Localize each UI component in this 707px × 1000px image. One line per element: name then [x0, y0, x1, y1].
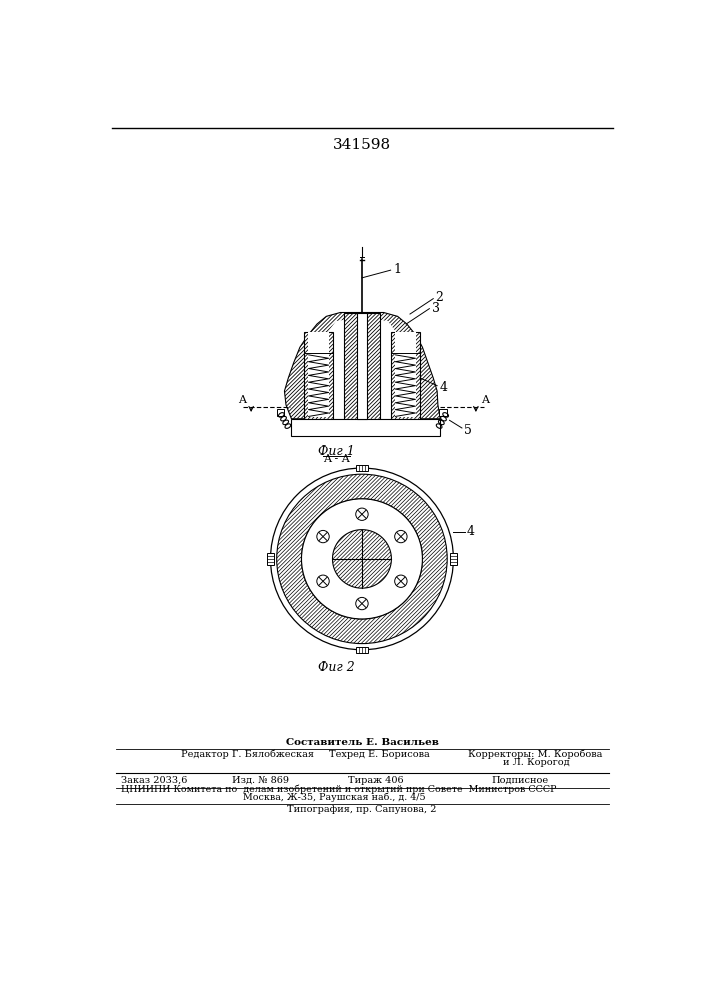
Bar [450, 553, 457, 565]
Polygon shape [284, 312, 440, 419]
Text: Фиг 2: Фиг 2 [318, 661, 355, 674]
Text: Редактор Г. Бялобжеская: Редактор Г. Бялобжеская [182, 750, 315, 759]
Circle shape [356, 508, 368, 520]
Text: A: A [481, 395, 489, 405]
Text: A: A [238, 395, 246, 405]
Polygon shape [304, 332, 333, 419]
Bar [308, 332, 329, 417]
Text: Типография, пр. Сапунова, 2: Типография, пр. Сапунова, 2 [287, 805, 437, 814]
Text: Тираж 406: Тираж 406 [348, 776, 404, 785]
Circle shape [317, 530, 329, 543]
Bar [276, 409, 284, 416]
Bar [356, 647, 368, 653]
Circle shape [356, 597, 368, 610]
Polygon shape [312, 318, 412, 419]
Circle shape [271, 468, 453, 650]
Bar [356, 465, 368, 471]
Text: и Л. Корогод: и Л. Корогод [503, 758, 570, 767]
Text: Заказ 2033,6: Заказ 2033,6 [121, 776, 187, 785]
Text: 4: 4 [440, 381, 448, 394]
Text: Подписное: Подписное [491, 776, 549, 785]
Bar [440, 409, 448, 416]
Text: Корректоры: М. Коробова: Корректоры: М. Коробова [468, 750, 602, 759]
Text: 1: 1 [394, 263, 402, 276]
Text: Техред Е. Борисова: Техред Е. Борисова [329, 750, 429, 759]
Text: Фиг 1: Фиг 1 [318, 445, 355, 458]
Text: 5: 5 [464, 424, 472, 437]
Text: Составитель Е. Васильев: Составитель Е. Васильев [286, 738, 438, 747]
Polygon shape [276, 474, 448, 644]
Bar [357, 312, 367, 419]
Bar [395, 332, 416, 417]
Text: 341598: 341598 [333, 138, 391, 152]
Text: A - A: A - A [323, 454, 350, 464]
Text: 3: 3 [432, 302, 440, 315]
Text: 4: 4 [467, 525, 474, 538]
Polygon shape [391, 332, 420, 419]
Bar [267, 553, 274, 565]
Text: Москва, Ж-35, Раушская наб., д. 4/5: Москва, Ж-35, Раушская наб., д. 4/5 [243, 792, 426, 802]
Polygon shape [332, 530, 392, 588]
Text: Изд. № 869: Изд. № 869 [232, 776, 288, 785]
Bar [291, 419, 440, 436]
Circle shape [301, 499, 422, 619]
Text: 2: 2 [436, 291, 443, 304]
Polygon shape [344, 312, 380, 419]
Circle shape [395, 575, 407, 587]
Circle shape [317, 575, 329, 587]
Text: ЦНИИПИ Комитета по  делам изобретений и открытий при Совете  Министров СССР: ЦНИИПИ Комитета по делам изобретений и о… [121, 784, 556, 794]
Circle shape [395, 530, 407, 543]
